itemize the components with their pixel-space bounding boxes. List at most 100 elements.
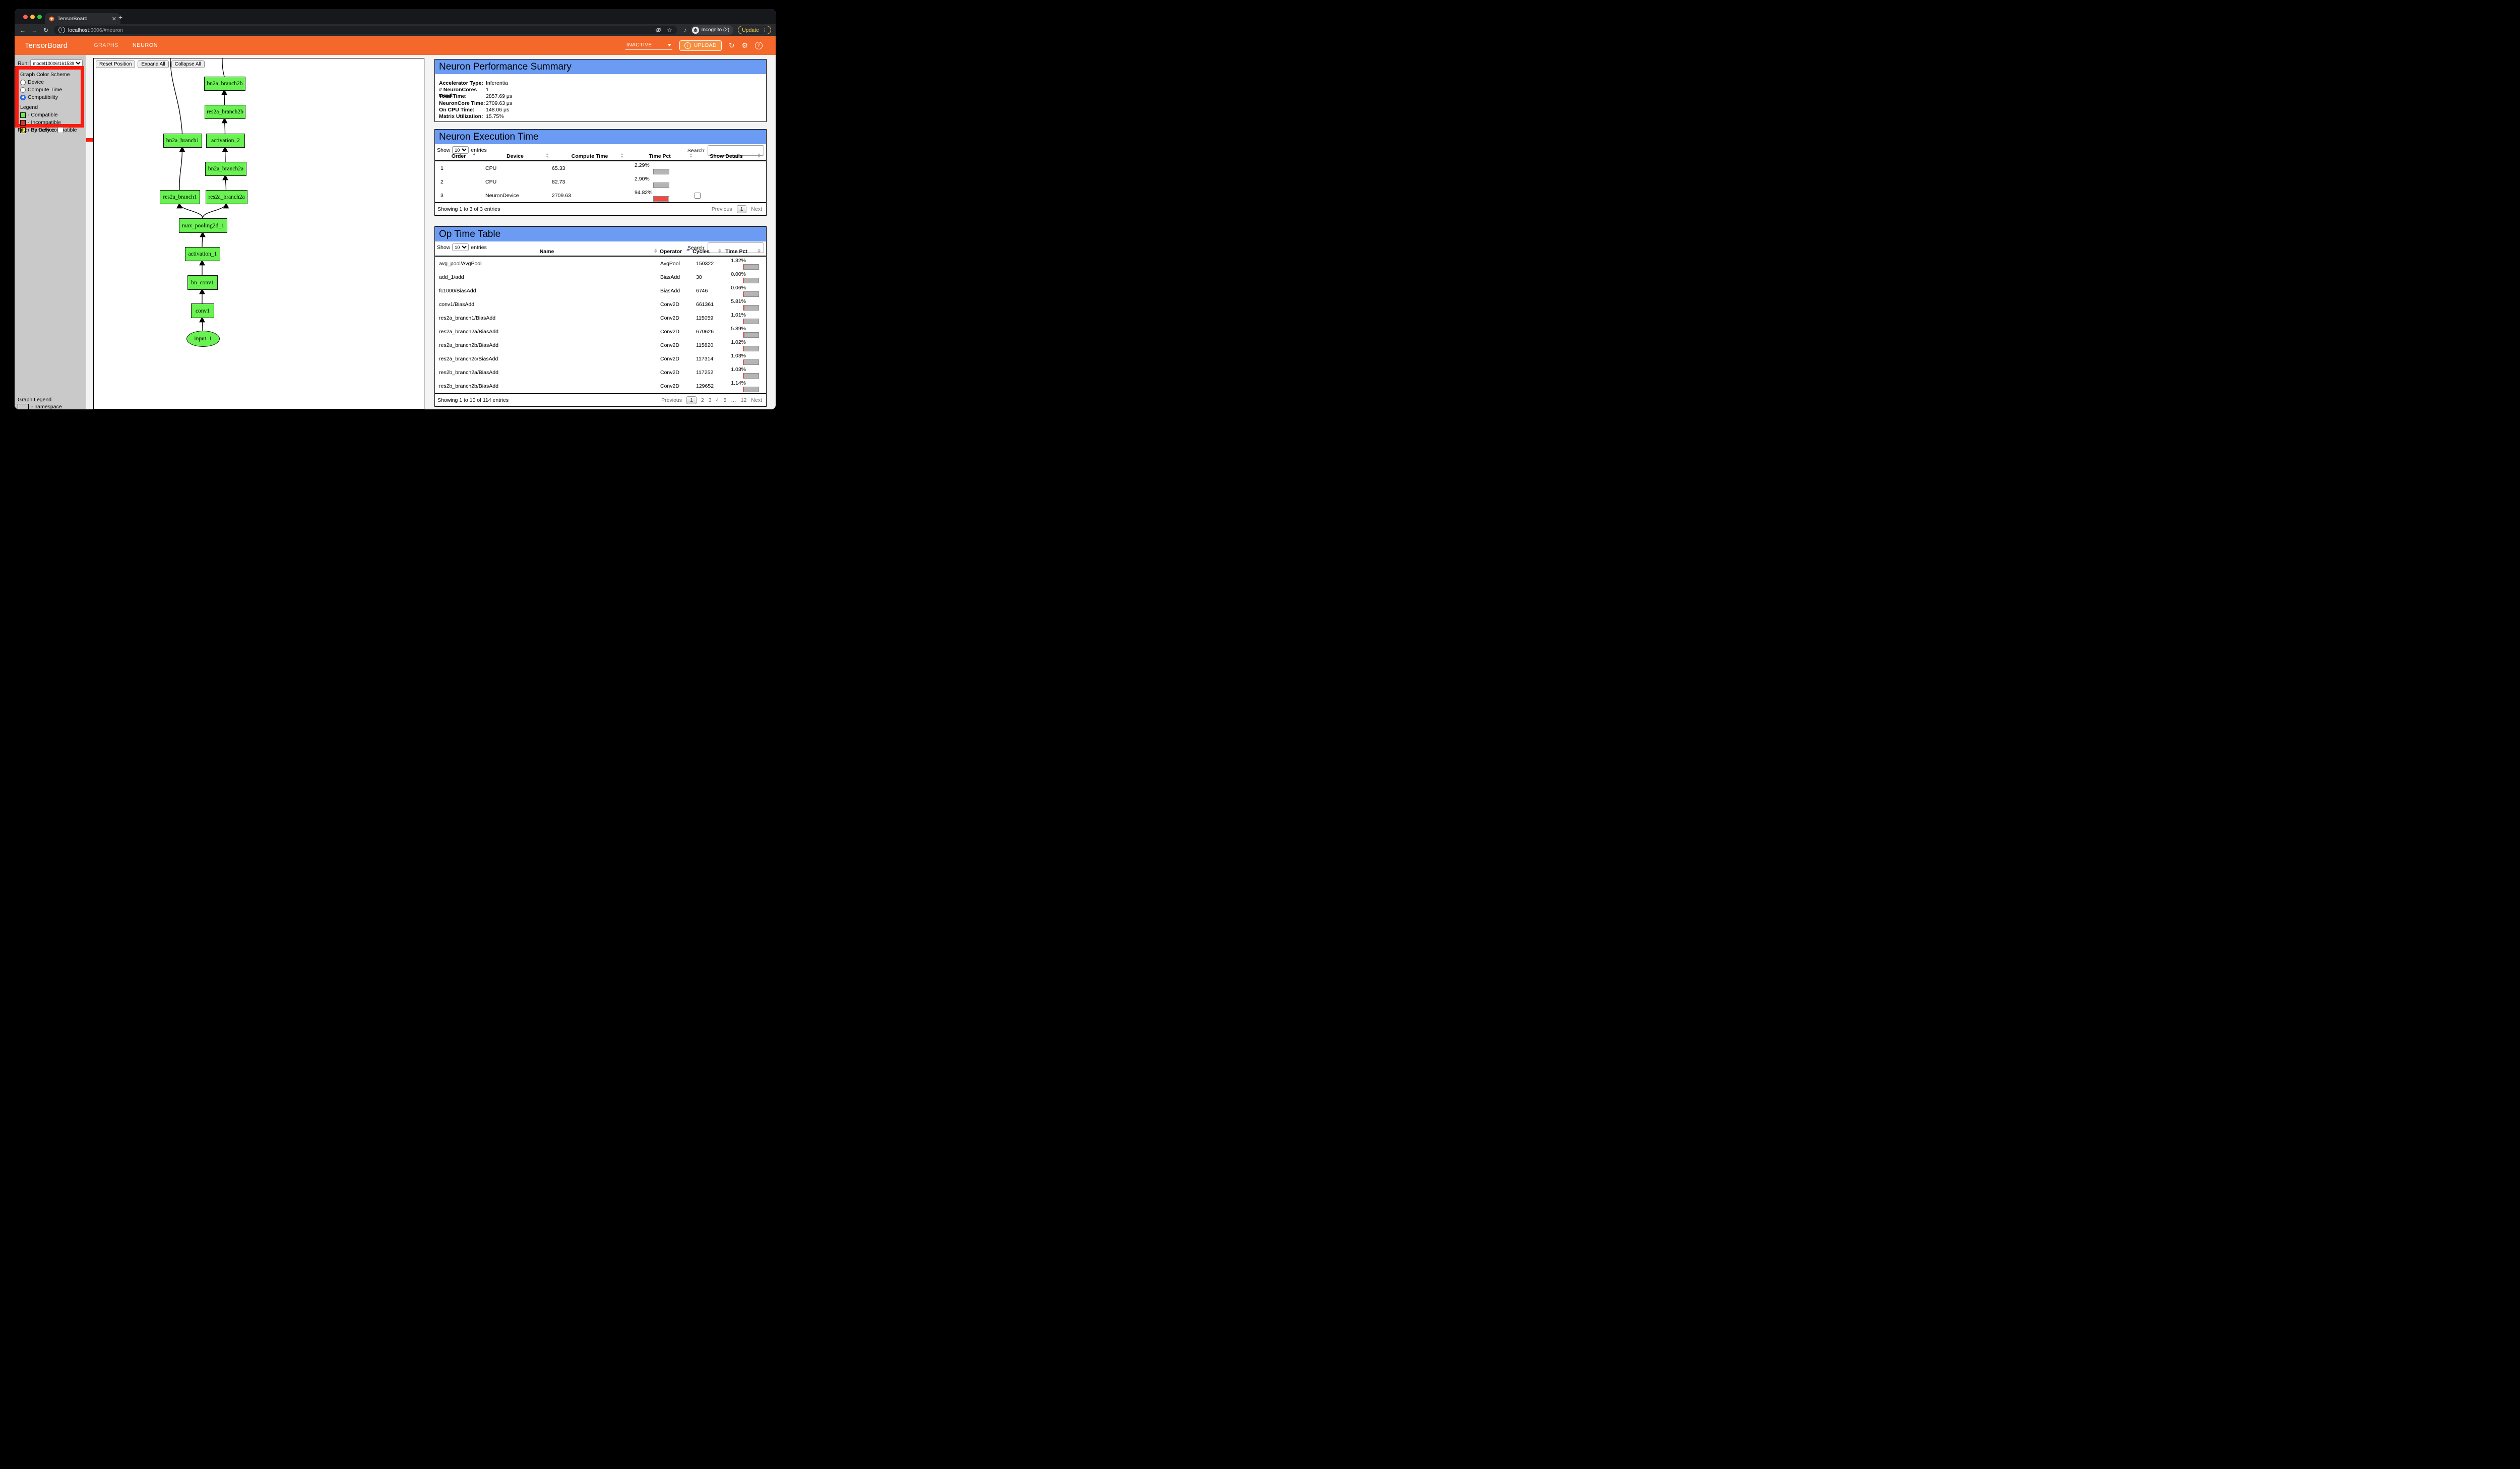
pagination-next[interactable]: Next [751,206,762,212]
radio-device[interactable] [20,79,26,85]
tab-graphs[interactable]: GRAPHS [94,42,118,48]
graph-node-input_1[interactable]: input_1 [186,331,220,347]
pagination-page[interactable]: 3 [708,397,712,403]
graph-node-bn2a_branch1[interactable]: bn2a_branch1 [163,134,202,148]
op-table-row: conv1/BiasAdd Conv2D 661361 5.81% [435,297,766,311]
op-column-header-name[interactable]: Name [539,249,554,255]
time-pct-bar [653,182,669,188]
radio-compatibility[interactable] [20,94,26,100]
op-table-row: add_1/add BiasAdd 30 0.00% [435,270,766,284]
exec-sort-icon[interactable] [689,153,692,158]
update-button[interactable]: Update ⋮ [738,26,771,34]
site-info-icon[interactable]: i [58,27,65,33]
legend-color-swatch [20,127,26,133]
browser-menu-icon[interactable]: ⋮ [762,27,767,33]
window-minimize-button[interactable] [30,15,35,19]
time-pct-cell: 0.06% [725,285,759,297]
graph-node-bn_conv1[interactable]: bn_conv1 [187,275,218,290]
name-cell: res2a_branch2a/BiasAdd [439,328,498,335]
op-column-header-time-pct[interactable]: Time Pct [725,249,747,255]
pagination-page-active[interactable]: 1 [686,396,697,404]
status-dropdown[interactable]: INACTIVE [625,41,672,50]
graph-node-res2a_branch2b[interactable]: res2a_branch2b [205,105,245,119]
exec-page-size-select[interactable]: 10 [452,146,469,154]
op-page-size-select[interactable]: 10 [452,243,469,251]
pagination-page[interactable]: 5 [723,397,727,403]
new-tab-icon[interactable]: + [118,13,123,21]
exec-column-header-order[interactable]: Order [451,153,466,159]
address-bar[interactable]: i localhost:6006/#neuron ☆ [54,26,677,34]
op-table-row: res2a_branch2c/BiasAdd Conv2D 117314 1.03% [435,352,766,365]
graph-node-bn2a_branch2a[interactable]: bn2a_branch2a [205,162,246,176]
pagination-next[interactable]: Next [751,397,762,403]
pagination-page-active[interactable]: 1 [736,205,747,213]
op-column-header-cycles[interactable]: Cycles [692,249,710,255]
exec-sort-icon[interactable] [473,153,476,155]
bookmark-star-icon[interactable]: ☆ [666,26,672,34]
forward-icon[interactable]: → [31,26,37,34]
sort-asc-icon [686,249,689,251]
reload-icon[interactable]: ↻ [43,26,49,34]
tab-neuron[interactable]: NEURON [132,42,158,48]
pagination-page[interactable]: 4 [716,397,719,403]
exec-column-header-time-pct[interactable]: Time Pct [649,153,671,159]
graph-node-max_pooling2d_1[interactable]: max_pooling2d_1 [179,218,227,233]
exec-sort-icon[interactable] [620,153,623,158]
time-pct-cell: 1.03% [725,366,759,379]
graph-node-conv1[interactable]: conv1 [191,303,214,318]
media-controls-icon[interactable]: ≡♪ [681,27,687,33]
eye-off-icon[interactable] [655,27,662,33]
graph-node-res2a_branch2a[interactable]: res2a_branch2a [206,190,247,204]
exec-column-header-show-details[interactable]: Show Details [710,153,743,159]
browser-tab[interactable]: TensorBoard ✕ [45,13,120,24]
exec-sort-icon[interactable] [546,153,549,158]
time-pct-bar-fill [743,346,744,351]
op-table-row: res2b_branch2a/BiasAdd Conv2D 117252 1.03% [435,365,766,379]
exec-column-header-device[interactable]: Device [507,153,524,159]
collapse-all-button[interactable]: Collapse All [171,60,205,68]
pagination-page[interactable]: 2 [701,397,704,403]
op-sort-icon[interactable] [686,249,689,251]
exec-search-input[interactable] [708,145,764,156]
show-details-checkbox[interactable] [695,193,701,199]
summary-row: # NeuronCores Used: 1 [435,87,766,99]
run-select[interactable]: model10006/1615399776 [30,59,83,67]
graph-node-activation_1[interactable]: activation_1 [185,247,220,261]
radio-compute-time[interactable] [20,87,26,93]
op-search-input[interactable] [708,242,764,253]
filter-by-device-checkbox[interactable] [57,127,64,133]
color-scheme-option: Device [20,79,81,85]
expand-all-button[interactable]: Expand All [138,60,169,68]
graph-node-activation_2[interactable]: activation_2 [206,134,245,148]
tab-close-icon[interactable]: ✕ [111,16,116,22]
pagination-previous[interactable]: Previous [711,206,732,212]
refresh-icon[interactable]: ↻ [728,41,735,49]
pagination-page[interactable]: 12 [740,397,747,403]
op-table-row: res2a_branch1/BiasAdd Conv2D 115059 1.01% [435,311,766,325]
time-pct-bar-fill [743,292,744,296]
upload-button[interactable]: i UPLOAD [679,40,722,51]
exec-sort-icon[interactable] [758,153,761,158]
back-icon[interactable]: ← [20,26,26,34]
window-zoom-button[interactable] [37,15,42,19]
sort-desc-icon [654,251,657,253]
exec-column-header-compute-time[interactable]: Compute Time [571,153,608,159]
incognito-badge[interactable]: Incognito (2) [690,25,734,35]
op-sort-icon[interactable] [654,249,657,253]
radio-label: Compute Time [28,87,62,93]
window-close-button[interactable] [23,15,28,19]
time-pct-bar [743,359,759,365]
op-column-header-operator[interactable]: Operator [659,249,682,255]
sort-asc-icon [620,153,623,155]
help-icon[interactable]: ? [755,41,763,49]
gear-icon[interactable]: ⚙ [741,41,748,49]
time-pct-value: 0.06% [731,285,746,291]
op-sort-icon[interactable] [758,249,761,253]
op-sort-icon[interactable] [718,249,721,253]
reset-position-button[interactable]: Reset Position [96,60,136,68]
time-pct-value: 5.81% [731,298,746,304]
graph-node-res2a_branch1[interactable]: res2a_branch1 [160,190,200,204]
pagination-previous[interactable]: Previous [661,397,682,403]
graph-node-bn2a_branch2b[interactable]: bn2a_branch2b [204,77,245,91]
time-pct-value: 0.00% [731,271,746,277]
